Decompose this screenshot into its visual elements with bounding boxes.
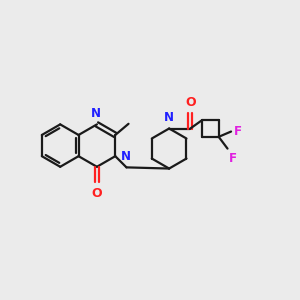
Text: O: O — [92, 188, 102, 200]
Text: N: N — [121, 150, 130, 163]
Text: O: O — [185, 96, 196, 109]
Text: F: F — [233, 125, 242, 138]
Text: N: N — [91, 107, 101, 120]
Text: F: F — [229, 152, 237, 165]
Text: N: N — [164, 111, 174, 124]
